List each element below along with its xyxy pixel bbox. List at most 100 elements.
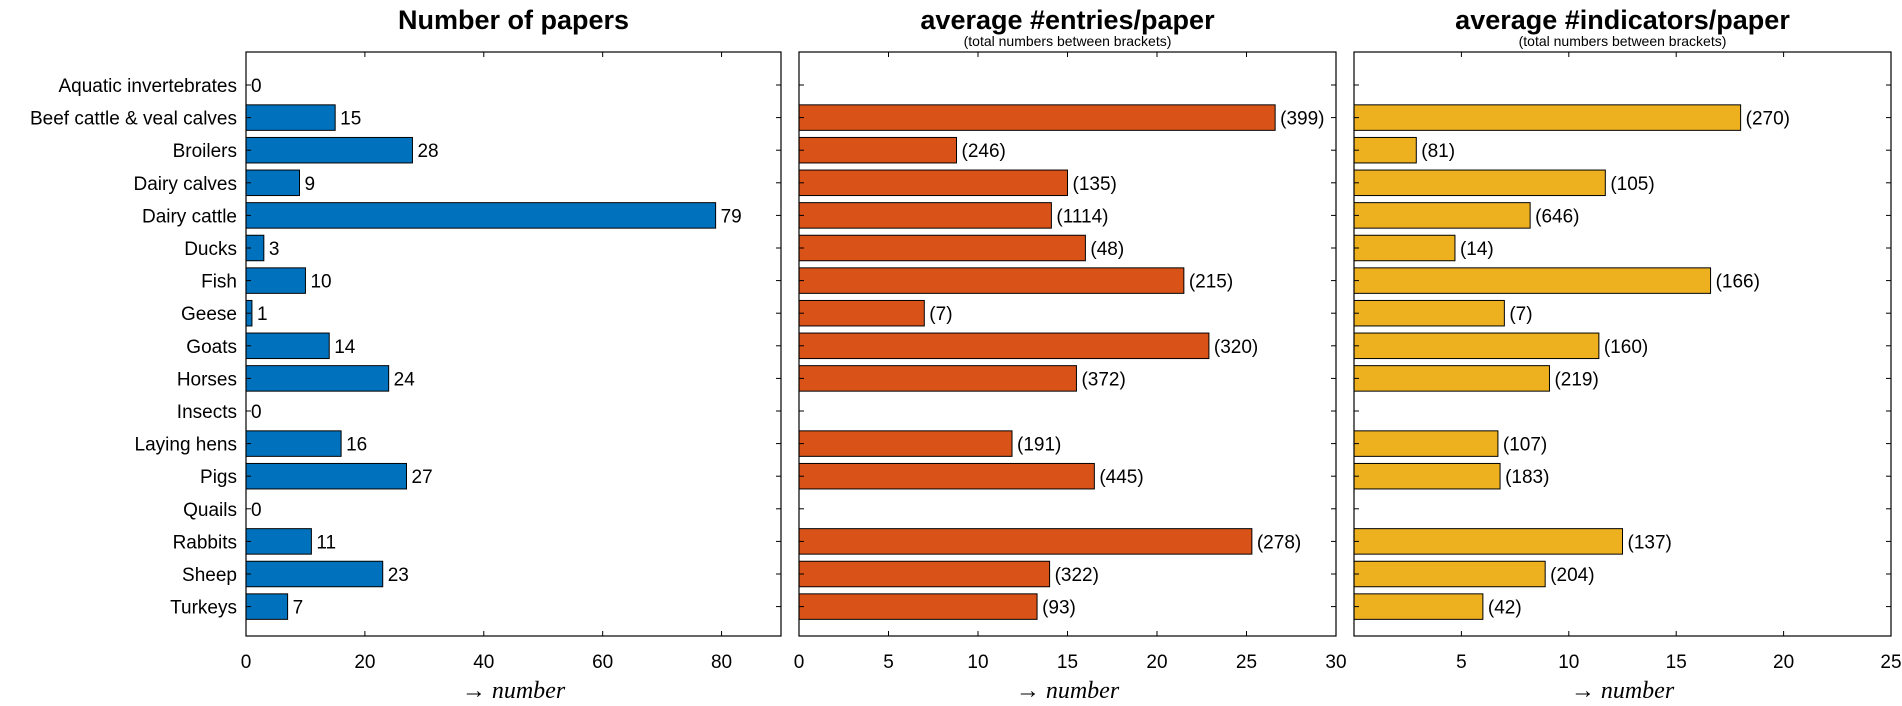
x-tick-label: 30	[1325, 652, 1346, 673]
bar	[798, 202, 1052, 229]
data-label: 15	[340, 109, 361, 130]
data-label: (191)	[1017, 435, 1061, 456]
data-label: (246)	[962, 141, 1006, 162]
x-axis-label: → number	[1016, 678, 1120, 704]
bar	[245, 104, 336, 131]
category-label: Dairy cattle	[142, 206, 237, 227]
bar	[1353, 332, 1600, 360]
data-label: (7)	[929, 304, 952, 325]
data-label: (646)	[1535, 206, 1579, 227]
bar	[798, 560, 1051, 588]
bar	[245, 169, 300, 197]
bar	[245, 202, 717, 229]
data-label: (137)	[1628, 532, 1672, 553]
plot-frame	[245, 51, 782, 637]
data-label: (166)	[1716, 272, 1760, 293]
bar	[798, 332, 1210, 360]
data-label: (322)	[1055, 565, 1099, 586]
data-label: 24	[394, 369, 416, 390]
data-label: 14	[334, 337, 356, 358]
x-tick-label: 25	[1880, 652, 1901, 673]
data-label: (399)	[1280, 109, 1324, 130]
x-tick-label: 20	[1773, 652, 1794, 673]
data-label: (105)	[1610, 174, 1654, 195]
data-label: 9	[305, 174, 316, 195]
category-label: Turkeys	[170, 598, 237, 619]
x-tick-label: 20	[1146, 652, 1167, 673]
bar	[1353, 593, 1484, 620]
x-tick-label: 10	[967, 652, 988, 673]
data-label: (183)	[1505, 467, 1549, 488]
bar	[245, 136, 413, 164]
data-label: 27	[412, 467, 433, 488]
category-label: Ducks	[184, 239, 237, 260]
data-label: (42)	[1488, 598, 1522, 619]
bar	[1353, 202, 1531, 229]
data-label: (93)	[1042, 598, 1076, 619]
plot-frame	[1353, 51, 1892, 637]
bar	[798, 462, 1095, 490]
bar	[1353, 234, 1456, 262]
data-label: (14)	[1460, 239, 1494, 260]
category-label: Fish	[201, 272, 237, 293]
chart-subtitle: (total numbers between brackets)	[1519, 33, 1727, 49]
bar	[1353, 560, 1546, 588]
x-tick-label: 15	[1666, 652, 1687, 673]
data-label: (48)	[1090, 239, 1124, 260]
data-label: (215)	[1189, 272, 1233, 293]
bar	[245, 332, 330, 360]
x-axis-label: → number	[462, 678, 566, 704]
bar	[1353, 365, 1550, 392]
bar	[798, 169, 1068, 197]
bar	[1353, 169, 1606, 197]
data-label: (160)	[1604, 337, 1648, 358]
category-label: Quails	[183, 500, 237, 521]
x-tick-label: 80	[711, 652, 732, 673]
bar	[798, 593, 1038, 620]
bar	[1353, 528, 1623, 555]
bar	[1353, 136, 1417, 164]
data-label: 0	[251, 402, 262, 423]
data-label: (135)	[1073, 174, 1117, 195]
data-label: 10	[310, 272, 331, 293]
chart-title: average #indicators/paper	[1455, 5, 1790, 35]
chart-title: Number of papers	[398, 5, 629, 35]
category-label: Laying hens	[135, 435, 237, 456]
data-label: (445)	[1099, 467, 1143, 488]
bar	[798, 104, 1276, 131]
data-label: 3	[269, 239, 280, 260]
bar	[798, 299, 925, 327]
data-label: (7)	[1509, 304, 1532, 325]
bar	[1353, 462, 1501, 490]
bar	[245, 462, 407, 490]
data-label: (107)	[1503, 435, 1547, 456]
x-tick-label: 40	[473, 652, 494, 673]
bar	[798, 136, 958, 164]
data-label: (81)	[1421, 141, 1455, 162]
data-label: (219)	[1554, 369, 1598, 390]
bar	[1353, 299, 1505, 327]
chart-title: average #entries/paper	[920, 5, 1215, 35]
data-label: 1	[257, 304, 268, 325]
category-label: Broilers	[173, 141, 237, 162]
data-label: 11	[316, 532, 336, 553]
category-label: Geese	[181, 304, 237, 325]
bar	[1353, 430, 1499, 457]
bar	[798, 267, 1185, 294]
bar	[798, 365, 1077, 392]
data-label: (372)	[1081, 369, 1125, 390]
data-label: 28	[417, 141, 438, 162]
x-tick-label: 5	[883, 652, 894, 673]
category-label: Horses	[177, 369, 237, 390]
x-tick-label: 15	[1057, 652, 1078, 673]
x-axis-label: → number	[1571, 678, 1675, 704]
data-label: 16	[346, 435, 367, 456]
category-label: Goats	[186, 337, 237, 358]
data-label: 0	[251, 76, 262, 97]
bar	[245, 528, 312, 555]
bar	[798, 528, 1253, 555]
bar	[245, 430, 342, 457]
x-tick-label: 60	[592, 652, 613, 673]
data-label: (278)	[1257, 532, 1301, 553]
